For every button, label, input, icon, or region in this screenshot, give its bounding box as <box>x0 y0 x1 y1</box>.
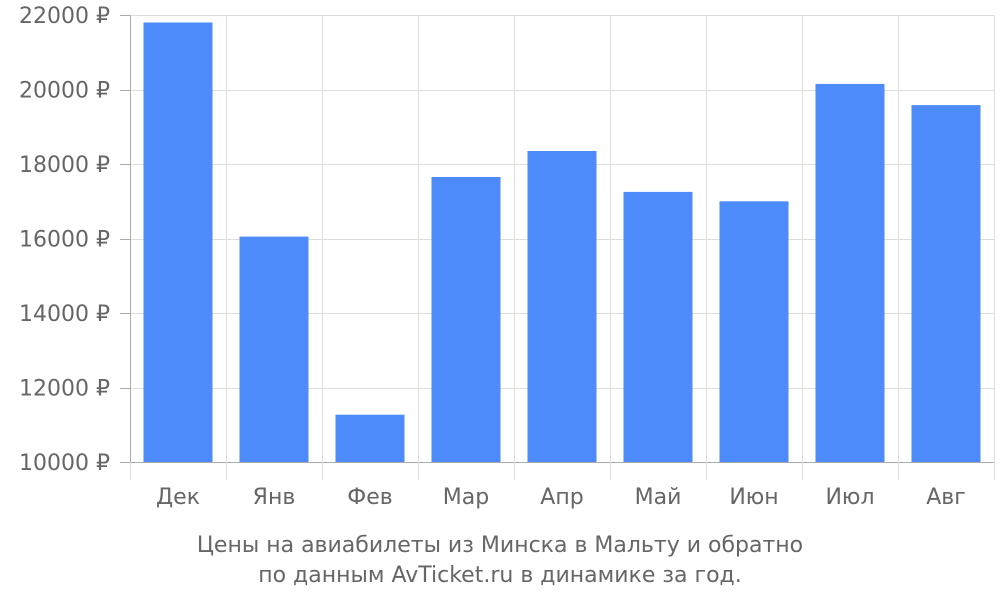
y-tick-label: 22000 ₽ <box>19 4 110 29</box>
x-tick-label: Июл <box>825 485 874 510</box>
x-tick-label: Май <box>635 485 682 510</box>
y-tick-label: 10000 ₽ <box>19 451 110 476</box>
y-tick-label: 16000 ₽ <box>19 228 110 253</box>
chart-caption-line-2: по данным AvTicket.ru в динамике за год. <box>258 563 742 588</box>
x-tick-label: Фев <box>347 485 392 510</box>
x-tick-label: Авг <box>926 485 966 510</box>
bar-7 <box>719 201 789 463</box>
axis-layer <box>120 15 995 480</box>
bar-1 <box>143 22 213 462</box>
labels-layer: 10000 ₽ 12000 ₽ 14000 ₽ 16000 ₽ 18000 ₽ 20000… <box>19 4 966 510</box>
chart-caption-line-1: Цены на авиабилеты из Минска в Мальту и … <box>196 533 804 558</box>
y-tick-label: 14000 ₽ <box>19 302 110 327</box>
y-tick-label: 12000 ₽ <box>19 377 110 402</box>
x-tick-label: Мар <box>443 485 489 510</box>
y-tick-label: 18000 ₽ <box>19 153 110 178</box>
x-tick-label: Апр <box>540 485 583 510</box>
x-tick-label: Июн <box>729 485 778 510</box>
bars-layer <box>143 22 981 463</box>
bar-6 <box>623 191 693 462</box>
bar-3 <box>335 414 405 462</box>
bar-2 <box>239 236 309 462</box>
bar-8 <box>815 83 885 463</box>
bar-9 <box>911 105 981 462</box>
bar-5 <box>527 151 597 462</box>
x-tick-label: Дек <box>156 485 200 510</box>
x-tick-label: Янв <box>253 485 296 510</box>
bar-4 <box>431 177 501 462</box>
y-tick-label: 20000 ₽ <box>19 79 110 104</box>
